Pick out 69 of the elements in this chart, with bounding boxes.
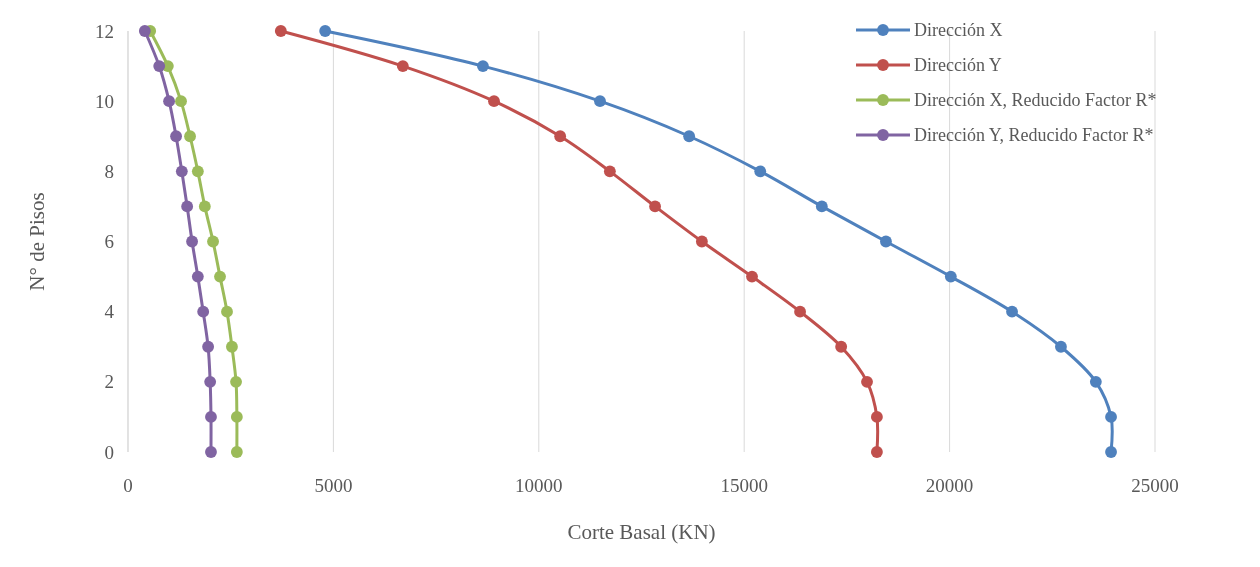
point (683, 130, 696, 143)
legend-label: Dirección Y (914, 55, 1002, 76)
point (695, 235, 708, 248)
x-tick-label: 5000 (314, 475, 353, 496)
point (794, 305, 806, 318)
y-tick-label: 12 (95, 20, 114, 42)
point (477, 60, 489, 72)
point (175, 165, 188, 178)
point (207, 235, 219, 248)
point (870, 411, 883, 423)
point (175, 95, 187, 108)
point (163, 95, 175, 108)
x-tick-label: 25000 (1131, 475, 1179, 496)
y-tick-label: 0 (104, 441, 114, 463)
point (274, 25, 287, 37)
point (649, 200, 661, 213)
point (197, 305, 210, 318)
point (170, 130, 182, 143)
x-tick-label: 20000 (925, 475, 974, 496)
legend-label: Dirección X, Reducido Factor R* (914, 90, 1157, 111)
y-axis-title: N° de Pisos (25, 192, 49, 291)
point (221, 305, 233, 318)
point (226, 340, 238, 353)
point (754, 165, 767, 178)
point (230, 446, 243, 458)
point (184, 130, 196, 143)
y-tick-label: 6 (104, 231, 114, 253)
point (1055, 340, 1067, 353)
y-tick-label: 4 (104, 301, 115, 323)
x-tick-label: 10000 (515, 475, 563, 496)
point (198, 200, 211, 213)
point (186, 235, 198, 248)
x-axis-title: Corte Basal (KN) (567, 520, 716, 544)
point (205, 411, 217, 423)
y-tick-label: 8 (104, 160, 114, 182)
point (1105, 411, 1117, 423)
y-tick-label: 10 (95, 90, 114, 112)
point (815, 200, 828, 213)
point (746, 270, 758, 283)
point (319, 25, 332, 37)
point (603, 165, 616, 178)
point (870, 446, 883, 458)
legend-label: Dirección X (914, 20, 1003, 41)
point (1089, 375, 1102, 388)
y-tick-label: 2 (104, 371, 114, 393)
point (214, 270, 226, 283)
point (554, 130, 567, 143)
point (153, 60, 166, 72)
point (1105, 446, 1117, 458)
point (880, 235, 892, 248)
point (861, 375, 873, 388)
point (944, 270, 957, 283)
point (205, 446, 217, 458)
point (202, 340, 215, 353)
point (396, 60, 409, 72)
point (138, 25, 151, 37)
point (835, 340, 848, 353)
point (1006, 305, 1018, 318)
point (204, 375, 217, 388)
legend-label: Dirección Y, Reducido Factor R* (914, 125, 1154, 146)
x-tick-label: 0 (123, 475, 133, 496)
point (191, 270, 204, 283)
point (181, 200, 194, 213)
point (191, 165, 204, 178)
point (230, 375, 242, 388)
point (488, 95, 500, 108)
point (594, 95, 606, 108)
point (230, 411, 243, 423)
x-tick-label: 15000 (720, 475, 768, 496)
